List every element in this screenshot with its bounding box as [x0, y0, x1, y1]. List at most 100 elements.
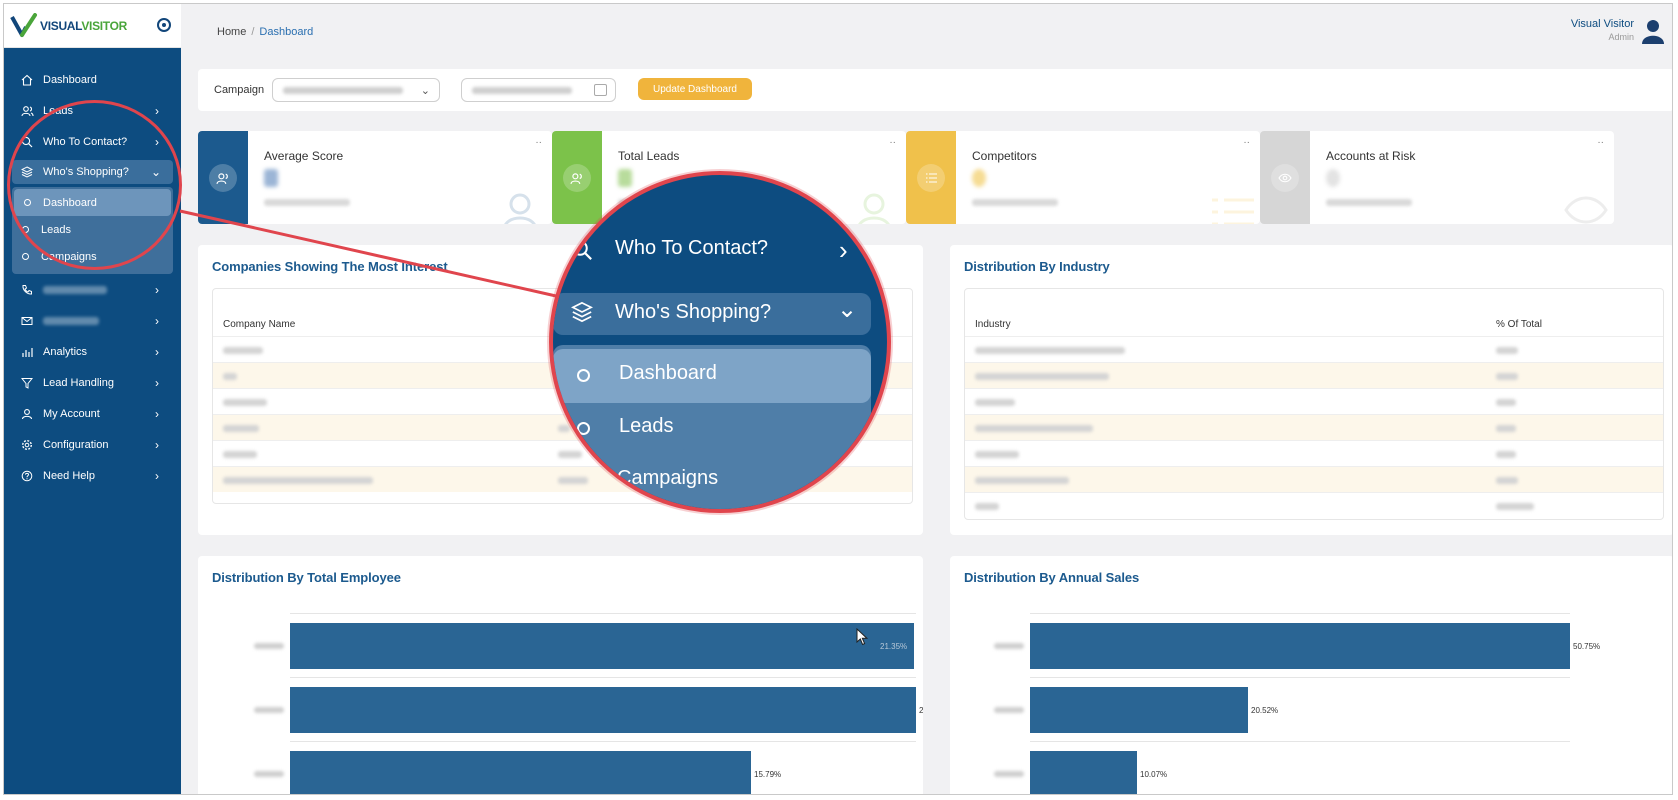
filter-icon — [20, 376, 34, 390]
search-icon — [571, 239, 593, 267]
sidebar-item-label: Dashboard — [43, 73, 97, 86]
chart-value-label: 20.52% — [1251, 706, 1279, 715]
chart-bar[interactable] — [290, 623, 914, 669]
sidebar-item-lead-handling[interactable]: Lead Handling › — [4, 367, 181, 398]
table-row[interactable] — [965, 362, 1663, 388]
chart-bar[interactable] — [1030, 623, 1570, 669]
card-menu-icon[interactable]: ·· — [535, 137, 542, 148]
table-row[interactable] — [965, 414, 1663, 440]
redacted-category-label — [254, 707, 284, 713]
chevron-right-icon: › — [155, 376, 159, 390]
card-title: Total Leads — [618, 149, 680, 163]
redacted-cell — [975, 425, 1093, 432]
card-color-band — [552, 131, 602, 224]
logo-text-part1: VISUAL — [40, 18, 82, 33]
chart-bar[interactable] — [1030, 687, 1248, 733]
chevron-right-icon: › — [155, 283, 159, 297]
chevron-right-icon: › — [155, 469, 159, 483]
chart-bar[interactable] — [290, 687, 916, 733]
sidebar-item-label: Analytics — [43, 345, 88, 358]
circle-icon — [577, 422, 590, 435]
sidebar-item-who-to-contact[interactable]: Who To Contact? › — [4, 126, 181, 157]
table-row[interactable] — [965, 466, 1663, 492]
redacted-cell — [975, 347, 1125, 354]
panel-title: Distribution By Annual Sales — [964, 570, 1140, 585]
users-icon — [563, 164, 591, 192]
help-icon — [20, 469, 34, 483]
chart-value-label: 50.75% — [1573, 642, 1601, 651]
avatar-icon[interactable] — [1640, 18, 1666, 44]
card-color-band — [906, 131, 956, 224]
breadcrumb-current: Dashboard — [259, 26, 314, 38]
sidebar-item-dashboard[interactable]: Dashboard — [4, 64, 181, 95]
redacted-cell — [1496, 373, 1518, 380]
eye-icon — [1271, 164, 1299, 192]
circle-icon — [24, 199, 31, 206]
submenu-item-campaigns[interactable]: Campaigns — [12, 243, 173, 270]
chart-gridline — [1030, 613, 1570, 614]
table-row[interactable] — [965, 388, 1663, 414]
submenu-item-dashboard[interactable]: Dashboard — [14, 189, 171, 216]
magnified-label: Campaigns — [617, 467, 719, 489]
industry-table: Industry % Of Total — [964, 288, 1664, 520]
redacted-cell — [1496, 503, 1534, 510]
redacted-cell — [1496, 347, 1518, 354]
redacted-subtext — [972, 199, 1058, 206]
sidebar-item-label: Who's Shopping? — [43, 166, 129, 178]
search-icon — [20, 135, 34, 149]
redacted-category-label — [994, 643, 1024, 649]
table-row[interactable] — [965, 336, 1663, 362]
chevron-right-icon: › — [155, 345, 159, 359]
submenu-item-label: Leads — [41, 223, 71, 236]
card-title: Average Score — [264, 149, 344, 163]
chart-value-label: 21.35% — [880, 642, 908, 651]
redacted-label — [43, 316, 99, 325]
logo-bar: VISUALVISITOR — [4, 4, 181, 48]
chevron-down-icon: ⌄ — [150, 165, 161, 179]
chart-bar[interactable] — [290, 751, 751, 794]
redacted-value — [264, 169, 278, 187]
magnified-callout: ads Who To Contact? › Who's Shopping? ⌄ … — [549, 171, 891, 513]
sidebar-item-need-help[interactable]: Need Help › — [4, 460, 181, 491]
redacted-cell — [223, 425, 259, 432]
chart-bar[interactable] — [1030, 751, 1137, 794]
user-menu[interactable]: Visual Visitor Admin — [1571, 18, 1634, 42]
sidebar-item-my-account[interactable]: My Account › — [4, 398, 181, 429]
mouse-cursor-icon — [856, 628, 868, 646]
redacted-value — [472, 87, 572, 94]
sidebar-item-label: Need Help — [43, 469, 95, 482]
magnified-active-item — [553, 349, 871, 403]
redacted-subtext — [264, 199, 350, 206]
magnified-item-whos-shopping — [553, 293, 871, 335]
redacted-cell — [1496, 451, 1516, 458]
card-title: Competitors — [972, 149, 1037, 163]
calendar-icon[interactable] — [594, 84, 607, 96]
sidebar-item-phone[interactable]: › — [4, 274, 181, 305]
table-row[interactable] — [965, 440, 1663, 466]
sidebar-item-whos-shopping[interactable]: Who's Shopping? ⌄ — [12, 160, 173, 184]
collapse-sidebar-icon[interactable] — [157, 18, 171, 32]
redacted-cell — [223, 477, 373, 484]
submenu-item-leads[interactable]: Leads — [12, 216, 173, 243]
sidebar-item-email[interactable]: › — [4, 305, 181, 336]
submenu-item-label: Dashboard — [43, 196, 97, 209]
sidebar-item-analytics[interactable]: Analytics › — [4, 336, 181, 367]
panel-title: Distribution By Industry — [964, 259, 1110, 274]
campaign-select[interactable]: ⌄ — [272, 78, 440, 102]
card-menu-icon[interactable]: ·· — [889, 137, 896, 148]
magnified-item-who-to-contact: Who To Contact? › — [553, 235, 887, 267]
date-range-input[interactable] — [461, 78, 616, 102]
card-menu-icon[interactable]: ·· — [1597, 137, 1604, 148]
table-row[interactable] — [965, 492, 1663, 518]
sales-distribution-panel: Distribution By Annual Sales 50.75% 20.52… — [950, 556, 1672, 794]
update-dashboard-button[interactable]: Update Dashboard — [638, 78, 752, 100]
sidebar-item-label: Lead Handling — [43, 376, 114, 389]
breadcrumb-home-link[interactable]: Home — [217, 26, 247, 38]
chevron-right-icon: › — [839, 235, 848, 265]
sidebar-item-label: Configuration — [43, 438, 109, 451]
sidebar-item-configuration[interactable]: Configuration › — [4, 429, 181, 460]
layers-icon — [20, 165, 34, 179]
sidebar-item-leads[interactable]: Leads › — [4, 95, 181, 126]
card-menu-icon[interactable]: ·· — [1243, 137, 1250, 148]
card-title: Accounts at Risk — [1326, 149, 1416, 163]
